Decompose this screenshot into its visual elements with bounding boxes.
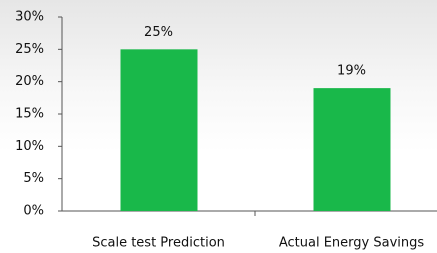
y-tick-label: 0%	[23, 204, 44, 219]
y-tick-label: 15%	[15, 107, 44, 122]
x-tick-label: Scale test Prediction	[92, 236, 225, 251]
y-tick-label: 10%	[15, 139, 44, 154]
chart: 0% 5% 10% 15% 20% 25% 30% Scale test Prediction…	[0, 0, 437, 253]
bar	[121, 49, 198, 211]
value-label: 25%	[144, 25, 173, 40]
y-tick-label: 25%	[15, 42, 44, 57]
y-tick-label: 20%	[15, 74, 44, 89]
bar	[314, 88, 391, 211]
y-tick-label: 5%	[23, 171, 44, 186]
value-label: 19%	[337, 64, 366, 79]
x-tick-label: Actual Energy Savings	[279, 236, 425, 251]
y-tick-label: 30%	[15, 10, 44, 25]
